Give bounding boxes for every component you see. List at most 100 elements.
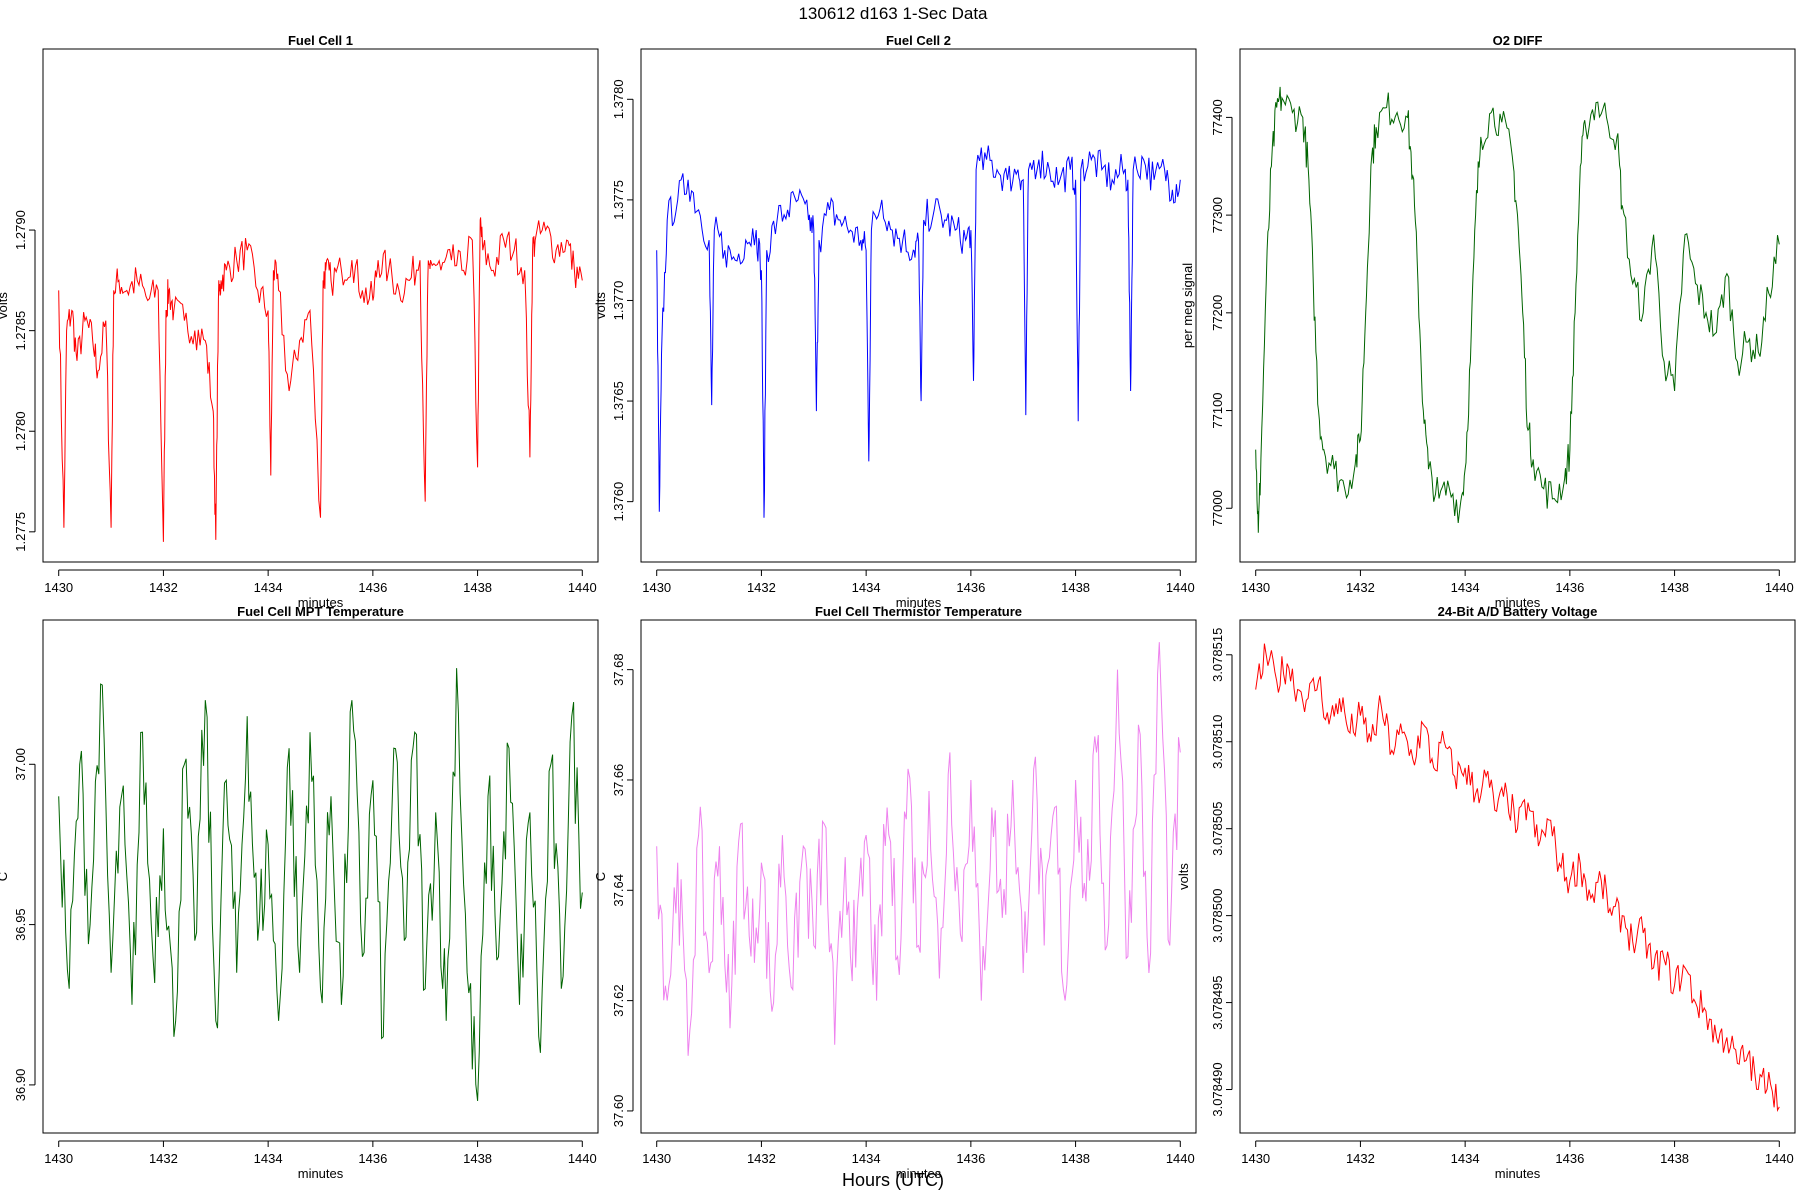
x-axis-label: minutes	[298, 1166, 344, 1181]
y-tick-label: 37.64	[611, 874, 626, 907]
y-tick-label: 3.078515	[1210, 628, 1225, 682]
plot-frame	[640, 48, 1197, 563]
x-tick-label: 1438	[1061, 580, 1090, 595]
x-tick-label: 1436	[358, 580, 387, 595]
y-tick-label: 1.2780	[13, 411, 28, 451]
y-tick-label: 37.60	[611, 1095, 626, 1128]
y-tick-label: 37.66	[611, 764, 626, 797]
y-tick-label: 37.68	[611, 653, 626, 686]
x-tick-label: 1438	[1660, 1151, 1689, 1166]
x-axis-label: minutes	[896, 595, 942, 610]
y-axis-label: volts	[593, 292, 608, 319]
y-tick-label: 3.078490	[1210, 1062, 1225, 1116]
x-tick-label: 1432	[149, 580, 178, 595]
chart-panel-2: Fuel Cell 2 1430 1432 1434 1436 1438 1440 minut…	[593, 33, 1197, 610]
x-tick-label: 1436	[956, 1151, 985, 1166]
y-tick-label: 77000	[1210, 490, 1225, 526]
chart-title: Fuel Cell Thermistor Temperature	[815, 604, 1022, 619]
x-tick-label: 1436	[358, 1151, 387, 1166]
x-tick-label: 1432	[747, 580, 776, 595]
y-tick-label: 77100	[1210, 392, 1225, 428]
chart-panel-5: Fuel Cell Thermistor Temperature 1430 1432…	[593, 604, 1197, 1181]
chart-title: O2 DIFF	[1493, 33, 1543, 48]
x-tick-label: 1436	[956, 580, 985, 595]
series-line	[656, 642, 1181, 1056]
x-tick-label: 1434	[254, 1151, 283, 1166]
chart-title: Fuel Cell MPT Temperature	[237, 604, 404, 619]
x-tick-label: 1430	[1241, 580, 1270, 595]
y-axis-label: C	[0, 872, 10, 881]
plot-frame	[1239, 619, 1796, 1134]
x-tick-label: 1440	[1166, 580, 1195, 595]
y-axis-label: volts	[1176, 863, 1191, 890]
y-tick-label: 3.078495	[1210, 975, 1225, 1029]
series-line	[656, 145, 1181, 518]
x-tick-label: 1434	[1451, 580, 1480, 595]
y-tick-label: 77200	[1210, 295, 1225, 331]
x-tick-label: 1440	[1765, 580, 1794, 595]
series-line	[1255, 86, 1780, 533]
x-tick-label: 1438	[1660, 580, 1689, 595]
footer-label: Hours (UTC)	[842, 1170, 944, 1190]
y-tick-label: 77400	[1210, 99, 1225, 135]
x-tick-label: 1434	[1451, 1151, 1480, 1166]
x-tick-label: 1430	[44, 1151, 73, 1166]
y-tick-label: 77300	[1210, 197, 1225, 233]
y-axis-label: per meg signal	[1180, 263, 1195, 348]
plot-frame	[42, 619, 599, 1134]
y-tick-label: 3.078500	[1210, 889, 1225, 943]
x-tick-label: 1434	[852, 1151, 881, 1166]
series-line	[58, 668, 583, 1101]
chart-title: 24-Bit A/D Battery Voltage	[1438, 604, 1598, 619]
y-tick-label: 36.90	[13, 1069, 28, 1102]
page-title: 130612 d163 1-Sec Data	[798, 4, 988, 23]
series-line	[1255, 643, 1780, 1112]
chart-panel-4: Fuel Cell MPT Temperature 1430 1432 1434 143…	[0, 604, 599, 1181]
y-tick-label: 1.2785	[13, 311, 28, 351]
x-tick-label: 1436	[1555, 580, 1584, 595]
plot-frame	[1239, 48, 1796, 563]
plot-frame	[640, 619, 1197, 1134]
x-tick-label: 1438	[463, 580, 492, 595]
x-tick-label: 1432	[149, 1151, 178, 1166]
x-tick-label: 1434	[852, 580, 881, 595]
y-tick-label: 1.2775	[13, 512, 28, 552]
plot-frame	[42, 48, 599, 563]
x-tick-label: 1430	[642, 580, 671, 595]
chart-panel-3: O2 DIFF 1430 1432 1434 1436 1438 1440 minutes 77…	[1180, 33, 1796, 610]
y-tick-label: 3.078505	[1210, 802, 1225, 856]
y-tick-label: 1.2790	[13, 210, 28, 250]
x-tick-label: 1438	[1061, 1151, 1090, 1166]
x-tick-label: 1438	[463, 1151, 492, 1166]
y-tick-label: 1.3770	[611, 281, 626, 321]
y-axis-label: C	[593, 872, 608, 881]
series-line	[58, 217, 583, 542]
x-axis-label: minutes	[298, 595, 344, 610]
x-tick-label: 1430	[642, 1151, 671, 1166]
y-tick-label: 36.95	[13, 908, 28, 941]
y-tick-label: 3.078510	[1210, 715, 1225, 769]
chart-panel-6: 24-Bit A/D Battery Voltage 1430 1432 1434 14…	[1176, 604, 1796, 1181]
y-tick-label: 1.3765	[611, 381, 626, 421]
x-tick-label: 1432	[1346, 1151, 1375, 1166]
y-tick-label: 37.62	[611, 984, 626, 1017]
chart-title: Fuel Cell 1	[288, 33, 353, 48]
y-tick-label: 37.00	[13, 748, 28, 781]
y-axis-label: volts	[0, 292, 10, 319]
x-tick-label: 1440	[1166, 1151, 1195, 1166]
x-axis-label: minutes	[1495, 1166, 1541, 1181]
x-axis-label: minutes	[896, 1166, 942, 1181]
y-tick-label: 1.3780	[611, 79, 626, 119]
x-tick-label: 1430	[1241, 1151, 1270, 1166]
x-tick-label: 1432	[747, 1151, 776, 1166]
x-tick-label: 1440	[1765, 1151, 1794, 1166]
chart-panel-1: Fuel Cell 1 1430 1432 1434 1436 1438 1440 minut…	[0, 33, 599, 610]
y-tick-label: 1.3775	[611, 180, 626, 220]
chart-panels: Fuel Cell 1 1430 1432 1434 1436 1438 1440 minut…	[0, 33, 1796, 1181]
x-tick-label: 1440	[568, 1151, 597, 1166]
x-tick-label: 1432	[1346, 580, 1375, 595]
x-tick-label: 1440	[568, 580, 597, 595]
x-tick-label: 1430	[44, 580, 73, 595]
y-tick-label: 1.3760	[611, 482, 626, 522]
